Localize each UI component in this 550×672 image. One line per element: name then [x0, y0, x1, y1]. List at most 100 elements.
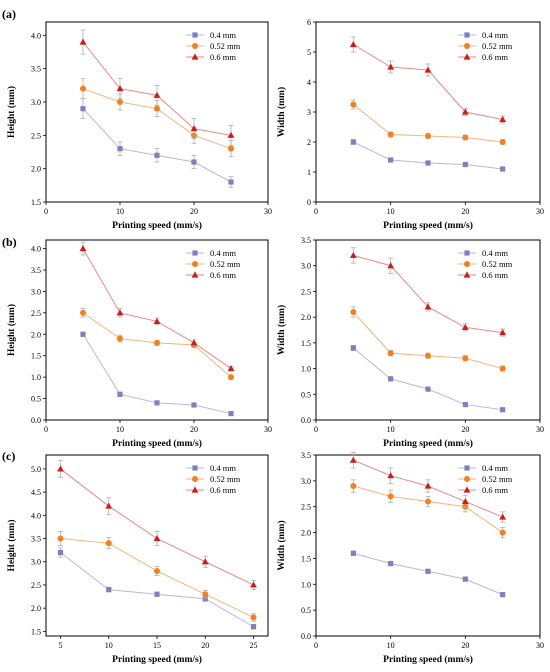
legend-label: 0.6 mm [482, 270, 508, 280]
data-point [154, 591, 160, 597]
legend: 0.4 mm0.52 mm0.6 mm [458, 30, 513, 62]
data-point [350, 483, 357, 490]
series-0 [350, 139, 506, 172]
data-point [57, 535, 64, 542]
triangle-icon [463, 271, 471, 278]
y-axis-label: Height (mm) [6, 520, 17, 572]
series-line [60, 538, 254, 618]
data-point [80, 331, 86, 337]
square-icon [192, 465, 198, 471]
circle-icon [192, 476, 198, 482]
series-2 [349, 452, 507, 523]
data-point [461, 497, 469, 505]
y-tick-label: 3.0 [301, 262, 311, 271]
data-point [117, 99, 123, 105]
data-point [80, 309, 86, 316]
y-tick-label: 3.5 [31, 65, 41, 74]
series-2 [349, 36, 507, 124]
legend-label: 0.4 mm [482, 248, 508, 258]
y-tick-label: 2.0 [31, 330, 41, 339]
data-point [153, 534, 161, 542]
x-tick-label: 10 [116, 207, 124, 216]
square-icon [192, 250, 198, 256]
data-point [387, 493, 394, 500]
x-axis-label: Printing speed (mm/s) [112, 654, 202, 665]
series-0 [57, 547, 257, 630]
y-tick-label: 1.5 [31, 198, 41, 207]
series-1 [57, 531, 257, 622]
x-tick-label: 20 [201, 641, 209, 650]
data-point [500, 592, 506, 598]
legend-label: 0.6 mm [210, 270, 236, 280]
data-point [349, 40, 357, 48]
axes-frame [45, 239, 269, 421]
data-point [154, 568, 160, 575]
x-axis-label: Printing speed (mm/s) [383, 438, 473, 449]
x-tick-label: 0 [314, 425, 318, 434]
legend-label: 0.52 mm [210, 41, 241, 51]
y-tick-label: 2.0 [31, 165, 41, 174]
chart-0: 0 10 20 30 1.5 2.0 2.5 3.0 3.5 4.0 Printing speed … [6, 21, 272, 231]
series-line [352, 311, 503, 370]
y-tick-label: 3.5 [31, 535, 41, 544]
data-point [80, 85, 86, 92]
data-point [462, 134, 469, 141]
legend-label: 0.4 mm [482, 463, 508, 473]
legend: 0.4 mm0.52 mm0.6 mm [186, 463, 241, 495]
y-tick-label: 0.5 [301, 606, 311, 615]
y-tick-label: 0.5 [31, 395, 41, 404]
data-point [228, 145, 234, 152]
y-tick-label: 1.0 [31, 373, 41, 382]
x-tick-label: 30 [264, 207, 272, 216]
circle-icon [464, 43, 470, 49]
square-icon [192, 32, 198, 38]
y-tick-label: 2.0 [31, 604, 41, 613]
chart-5: 0 10 20 30 0.0 0.5 1.0 1.5 2.0 2.5 3.0 3.5 Printing … [276, 451, 544, 665]
triangle-icon [191, 486, 199, 493]
data-point [387, 472, 395, 479]
data-point [105, 540, 112, 547]
data-point [425, 352, 431, 359]
data-point [201, 558, 209, 565]
data-point [424, 66, 432, 73]
data-point [350, 139, 356, 145]
x-tick-label: 20 [461, 207, 469, 216]
legend-label: 0.6 mm [482, 485, 508, 495]
x-tick-label: 20 [190, 425, 198, 434]
data-point [250, 581, 257, 588]
data-point [387, 262, 395, 269]
x-tick-label: 30 [536, 425, 544, 434]
y-tick-label: 0.0 [301, 632, 311, 641]
y-tick-label: 3.0 [31, 98, 41, 107]
axes-frame [45, 21, 269, 203]
x-tick-label: 30 [264, 425, 272, 434]
x-tick-label: 10 [387, 425, 395, 434]
series-2 [57, 460, 257, 590]
y-tick-label: 1.5 [301, 339, 311, 348]
y-axis-label: Height (mm) [6, 304, 17, 356]
circle-icon [192, 261, 198, 267]
data-point [227, 131, 235, 138]
data-point [350, 309, 357, 315]
data-point [425, 133, 431, 139]
x-tick-label: 20 [461, 641, 469, 650]
legend-label: 0.52 mm [210, 259, 241, 269]
data-point [425, 568, 431, 574]
data-point [462, 355, 469, 362]
y-axis-label: Width (mm) [276, 87, 287, 137]
x-tick-label: 0 [44, 425, 48, 434]
data-point [424, 303, 432, 310]
series-line [353, 485, 503, 533]
x-tick-label: 0 [314, 641, 318, 650]
y-tick-label: 1.5 [31, 627, 41, 636]
y-tick-label: 3.0 [31, 287, 41, 296]
data-point [461, 108, 469, 115]
panel-label-c: (c) [2, 449, 15, 463]
y-tick-label: 0 [307, 198, 311, 207]
data-point [117, 146, 123, 152]
data-point [106, 586, 112, 593]
y-tick-label: 3.5 [301, 451, 311, 460]
data-point [191, 159, 197, 165]
data-point [57, 465, 64, 472]
